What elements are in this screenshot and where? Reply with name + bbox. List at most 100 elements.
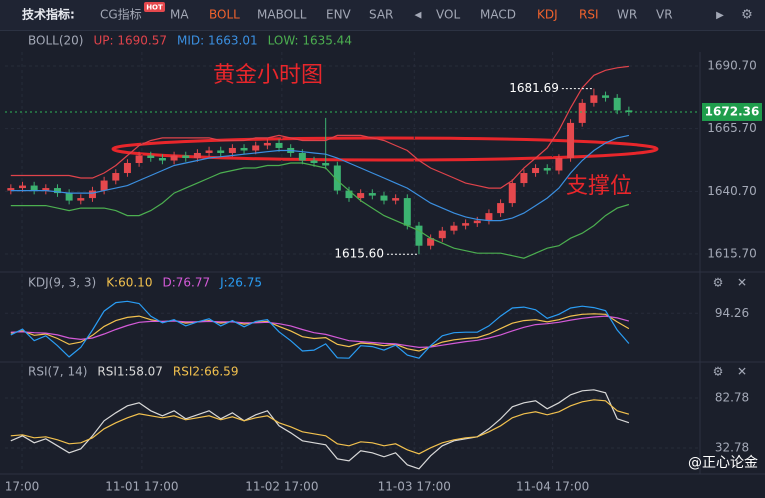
candle-body	[112, 173, 120, 181]
candle-body	[53, 188, 61, 194]
x-tick-label: 11-04 17:00	[516, 480, 589, 494]
candle-body	[135, 155, 143, 164]
series-line	[10, 134, 630, 222]
candle-body	[567, 122, 575, 158]
candle-body	[555, 157, 563, 171]
legend-entry: D:76.77	[162, 276, 210, 290]
candle-body	[450, 225, 458, 231]
series-line	[10, 313, 630, 352]
candle-body	[357, 193, 365, 199]
panel-settings[interactable]: ⚙	[713, 276, 724, 290]
series-line	[10, 300, 630, 359]
candle-body	[485, 213, 493, 221]
toolbar-item[interactable]: WR	[617, 8, 637, 22]
x-tick-label: 11-02 17:00	[245, 480, 318, 494]
candle-body	[368, 193, 376, 196]
legend-entry: RSI2:66.59	[173, 365, 239, 379]
toolbar-item[interactable]: RSI	[579, 8, 599, 22]
toolbar-item[interactable]: MA	[170, 8, 189, 22]
value-label: 1681.69	[509, 81, 559, 95]
candle-body	[88, 190, 96, 199]
candle-body	[228, 147, 236, 153]
annotation: 支撑位	[566, 174, 632, 199]
hot-badge-text: HOT	[146, 4, 163, 12]
candle-body	[147, 155, 155, 158]
toolbar	[0, 0, 765, 30]
legend-entry: UP: 1690.57	[93, 34, 167, 48]
candle-body	[613, 97, 621, 111]
panel-title: RSI(7, 14)	[28, 365, 87, 379]
candle-body	[462, 223, 470, 226]
candle-body	[392, 198, 400, 201]
legend-entry: RSI1:58.07	[97, 365, 163, 379]
candle-body	[193, 152, 201, 158]
legend-entry: MID: 1663.01	[177, 34, 258, 48]
candle-body	[205, 150, 213, 153]
series-line	[10, 389, 630, 470]
toolbar-item[interactable]: BOLL	[209, 8, 240, 22]
candle-body	[578, 102, 586, 123]
toolbar-item[interactable]: SAR	[369, 8, 393, 22]
candle-body	[427, 238, 435, 246]
y-tick-label: 32.78	[715, 441, 749, 455]
legend-entry: J:26.75	[219, 276, 262, 290]
candle-body	[345, 190, 353, 199]
candle-body	[275, 142, 283, 148]
candle-body	[520, 173, 528, 184]
candle-body	[602, 95, 610, 98]
hot-badge	[144, 2, 165, 12]
panel-close[interactable]: ✕	[737, 276, 747, 290]
legend-entry: K:60.10	[106, 276, 152, 290]
scroll-right[interactable]: ▶	[716, 10, 724, 21]
panel-title: BOLL(20)	[28, 34, 83, 48]
candle-body	[7, 188, 15, 191]
candle-body	[77, 198, 85, 201]
candle-body	[380, 195, 388, 201]
candle-body	[182, 155, 190, 158]
candle-body	[532, 168, 540, 174]
series-line	[10, 399, 630, 455]
candle-body	[42, 188, 50, 191]
settings-icon[interactable]: ⚙	[741, 8, 753, 23]
toolbar-item[interactable]: VOL	[436, 8, 460, 22]
candle-body	[123, 163, 131, 174]
series-line	[10, 65, 629, 189]
candle-body	[590, 95, 598, 103]
candle-body	[473, 220, 481, 224]
toolbar-item[interactable]: VR	[656, 8, 673, 22]
legend-entry: LOW: 1635.44	[268, 34, 352, 48]
candle-body	[625, 110, 633, 112]
toolbar-item[interactable]: MABOLL	[257, 8, 307, 22]
candle-body	[322, 163, 330, 166]
y-tick-label: 1640.70	[707, 184, 757, 198]
candle-body	[403, 198, 411, 226]
toolbar-item[interactable]: KDJ	[537, 8, 558, 22]
toolbar-item[interactable]: MACD	[480, 8, 516, 22]
scroll-left[interactable]: ◀	[415, 11, 422, 21]
toolbar-label: 技术指标:	[22, 7, 75, 22]
series-line	[10, 315, 630, 349]
y-tick-label: 1690.70	[707, 59, 757, 73]
toolbar-item[interactable]: CG指标	[100, 7, 142, 22]
x-tick-label: 11-03 17:00	[378, 480, 451, 494]
candle-body	[240, 147, 248, 151]
y-tick-label: 1665.70	[707, 121, 757, 135]
candle-body	[217, 150, 225, 153]
panel-close[interactable]: ✕	[737, 365, 747, 379]
last-price-label: 1672.36	[705, 104, 760, 118]
candle-body	[158, 157, 166, 161]
panel-title: KDJ(9, 3, 3)	[28, 276, 96, 290]
candle-body	[543, 168, 551, 171]
panel-settings[interactable]: ⚙	[713, 365, 724, 379]
toolbar-item[interactable]: ENV	[326, 8, 352, 22]
candle-body	[438, 230, 446, 239]
candle-body	[263, 142, 271, 146]
x-tick-label: 17:00	[5, 480, 40, 494]
last-price-tag	[702, 102, 762, 121]
y-tick-label: 1615.70	[707, 246, 757, 260]
candle-body	[310, 160, 318, 164]
x-tick-label: 11-01 17:00	[105, 480, 178, 494]
candle-body	[415, 225, 423, 246]
candle-body	[30, 185, 38, 191]
